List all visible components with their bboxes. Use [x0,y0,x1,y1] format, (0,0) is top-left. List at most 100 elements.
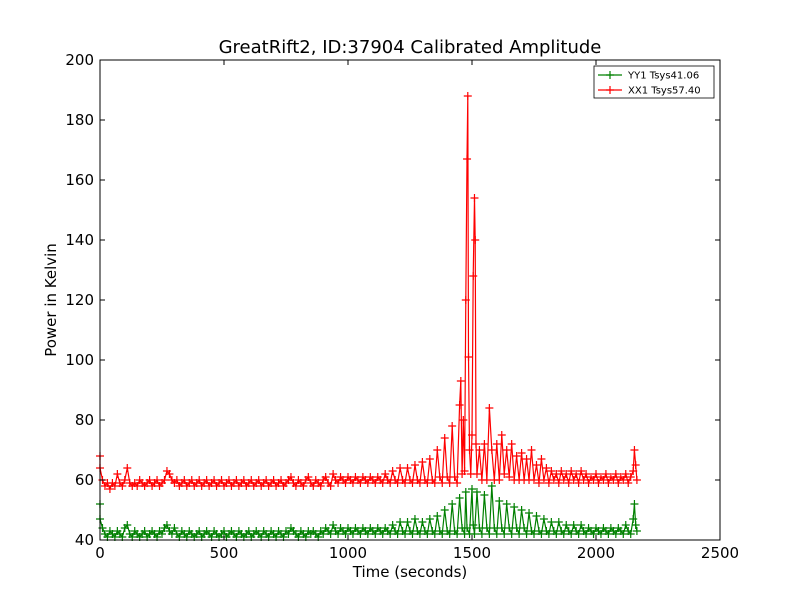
data-point [291,482,300,490]
data-point [202,476,211,484]
y-tick-label: 160 [65,171,94,189]
data-point [348,479,357,487]
data-point [582,470,591,478]
data-point [485,530,494,538]
data-point [232,476,241,484]
data-point [326,530,335,538]
data-point [341,530,350,538]
data-point [401,530,410,538]
legend-label: YY1 Tsys41.06 [627,71,699,82]
data-point [544,479,553,487]
data-point [572,470,581,478]
legend-marker [606,86,614,94]
legend-marker [606,71,614,79]
data-point [378,479,387,487]
data-point [133,482,142,490]
data-point [262,476,271,484]
data-point [534,479,543,487]
data-point [456,377,465,385]
data-point [286,473,295,481]
data-point [187,476,196,484]
data-point [356,479,365,487]
plot-area [100,60,720,540]
data-point [165,470,174,478]
data-point [537,455,546,463]
data-point [160,476,169,484]
data-point [621,470,630,478]
data-point [522,455,531,463]
data-point [410,461,419,469]
data-point [224,476,233,484]
data-point [482,476,491,484]
data-point [425,455,434,463]
data-point [464,353,473,361]
data-point [567,530,576,538]
data-point [574,479,583,487]
data-point [614,479,623,487]
data-point [388,521,397,529]
data-point [284,530,293,538]
data-point [153,476,162,484]
data-point [564,479,573,487]
data-point [468,431,476,439]
data-point [453,479,462,487]
legend-label: XX1 Tsys57.40 [628,86,701,97]
ticks-layer: 0 500 1000 1500 2000 2500 40 60 80 100 120 140 160 18… [65,51,739,562]
data-point [500,530,509,538]
data-point [334,530,343,538]
data-point [482,524,491,532]
data-point [554,518,563,526]
data-point [492,530,501,538]
data-point [348,530,357,538]
data-point [542,464,551,472]
data-point [341,479,350,487]
x-tick-label: 1500 [453,544,491,562]
data-point [393,479,402,487]
data-point [220,527,228,535]
data-point [443,473,452,481]
data-point [567,467,576,475]
data-point [465,446,474,454]
data-point [334,479,343,487]
data-point [604,530,613,538]
data-point [611,470,620,478]
data-point [629,515,638,523]
data-point [537,530,546,538]
data-point [381,470,390,478]
data-point [217,476,226,484]
data-point [448,422,457,430]
data-point [363,479,372,487]
data-point [440,434,449,442]
data-point [408,479,417,487]
data-point [423,479,432,487]
data-point [530,476,538,484]
data-point [423,530,432,538]
data-point [210,476,219,484]
data-point [525,509,534,517]
data-point [453,530,462,538]
data-point [549,476,558,484]
data-point [577,521,586,529]
data-point [469,521,478,529]
data-point [631,521,640,529]
data-point [547,467,556,475]
data-point [544,530,553,538]
data-point [505,524,514,532]
data-point [386,479,395,487]
data-point [584,479,593,487]
data-point [530,530,538,538]
data-point [631,461,640,469]
data-point [604,479,613,487]
data-point [569,476,578,484]
data-point [269,476,278,484]
data-point [579,476,588,484]
data-point [601,470,610,478]
data-point [532,512,541,520]
data-point [471,236,480,244]
data-point [386,530,395,538]
data-point [487,482,496,490]
y-tick-label: 120 [65,291,94,309]
data-point [609,476,618,484]
y-tick-label: 100 [65,351,94,369]
data-point [517,449,526,457]
